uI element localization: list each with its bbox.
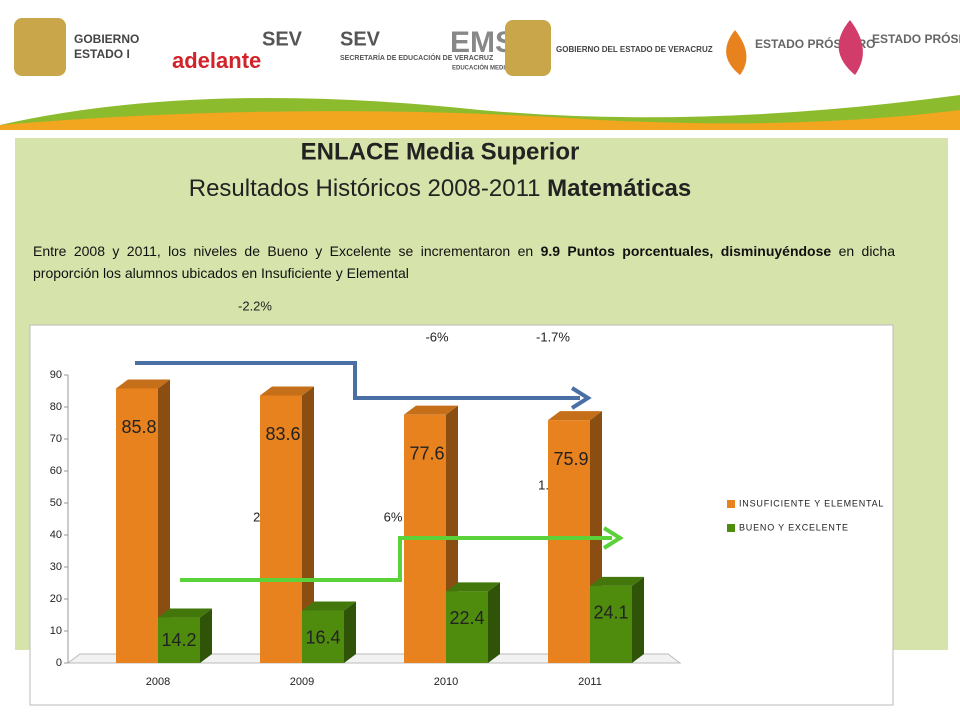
logo-text: EMS [450,26,515,59]
y-tick-label: 90 [50,369,62,381]
y-tick-label: 60 [50,465,62,477]
y-tick-label: 70 [50,433,62,445]
paragraph-segment: 9.9 Puntos porcentuales, [540,243,714,259]
bar-side [344,601,356,663]
paragraph-segment [713,243,720,259]
x-tick-label: 2010 [434,676,458,688]
y-tick-label: 10 [50,625,62,637]
bar-side [200,608,212,663]
bar-top [404,405,458,415]
bar [116,388,158,663]
logo-text: SEV [262,28,303,50]
logo-text: GOBIERNO DEL ESTADO DE VERACRUZ [556,45,713,54]
paragraph-segment: en dicha proporción los alumnos ubicados… [33,243,895,281]
data-label: 22.4 [449,608,484,628]
data-label: 75.9 [553,449,588,469]
shield [505,20,551,76]
logo-text: ESTADO I [74,47,130,61]
legend-swatch [727,524,735,532]
subtitle-bold: Matemáticas [547,175,691,202]
trend-arrow [180,536,612,582]
x-tick-label: 2009 [290,676,314,688]
logo-text: adelante [172,48,261,73]
legend-label: BUENO Y EXCELENTE [739,522,849,532]
banner-swoosh [0,110,960,130]
bar [260,395,302,663]
data-label: 24.1 [593,603,628,623]
logo-text: ESTADO PRÓSPERO [872,31,960,46]
x-tick-label: 2008 [146,676,170,688]
legend-label: INSUFICIENTE Y ELEMENTAL [739,498,884,508]
shield [14,18,66,76]
annotation: 6% [384,509,403,524]
logo-text: EDUCACIÓN MEDIA SUPERIOR [452,64,543,72]
y-tick-label: 80 [50,401,62,413]
bar-side [632,576,644,663]
bar [446,591,488,663]
paragraph-box: Entre 2008 y 2011, los niveles de Bueno … [33,240,895,284]
subtitle: Resultados Históricos 2008-2011 [189,175,541,202]
bar-top [158,608,212,618]
flame [838,20,863,75]
slide-subtitle: Resultados Históricos 2008-2011 Matemáti… [189,175,692,202]
paragraph-segment: Entre 2008 y 2011, los niveles de Bueno … [33,243,541,259]
bar [302,610,344,663]
annotation: -1.7% [536,329,570,344]
annotation: -6% [425,329,449,344]
arrow-head [602,526,624,550]
data-label: 14.2 [161,630,196,650]
annotation: -2.2% [238,298,272,313]
data-label: 77.6 [409,443,444,463]
bar [158,617,200,663]
bar-top [302,601,356,611]
paragraph: Entre 2008 y 2011, los niveles de Bueno … [33,240,895,284]
bar-side [488,582,500,663]
data-label: 16.4 [305,627,340,647]
flame [726,30,747,75]
y-tick-label: 40 [50,529,62,541]
trend-arrow [135,361,580,400]
bar-top [116,379,170,389]
logo-text: SECRETARÍA DE EDUCACIÓN DE VERACRUZ [340,53,494,62]
bar-top [548,411,602,421]
legend-swatch [727,500,735,508]
logo-strip: GOBIERNO ESTADO I adelante SEV SEV SECRE… [14,18,960,76]
bar-side [158,379,170,663]
chart: -2.2%-6%-1.7%2.2%6%1.7%01020304050607080… [50,298,884,687]
y-tick-label: 50 [50,497,62,509]
paragraph-segment: disminuyéndose [720,243,832,259]
bar [548,420,590,663]
bar-top [590,576,644,586]
y-tick-label: 0 [56,657,62,669]
x-tick-label: 2011 [578,676,602,688]
slide-title: ENLACE Media Superior [301,138,580,165]
bar-top [446,582,500,592]
logo-text: GOBIERNO [74,32,139,46]
bar-top [260,386,314,396]
bar [590,585,632,663]
y-tick-label: 30 [50,561,62,573]
bar-side [302,386,314,663]
data-label: 85.8 [121,417,156,437]
arrow-head [570,386,592,410]
data-label: 83.6 [265,424,300,444]
logo-text: SEV [340,28,381,50]
y-tick-label: 20 [50,593,62,605]
